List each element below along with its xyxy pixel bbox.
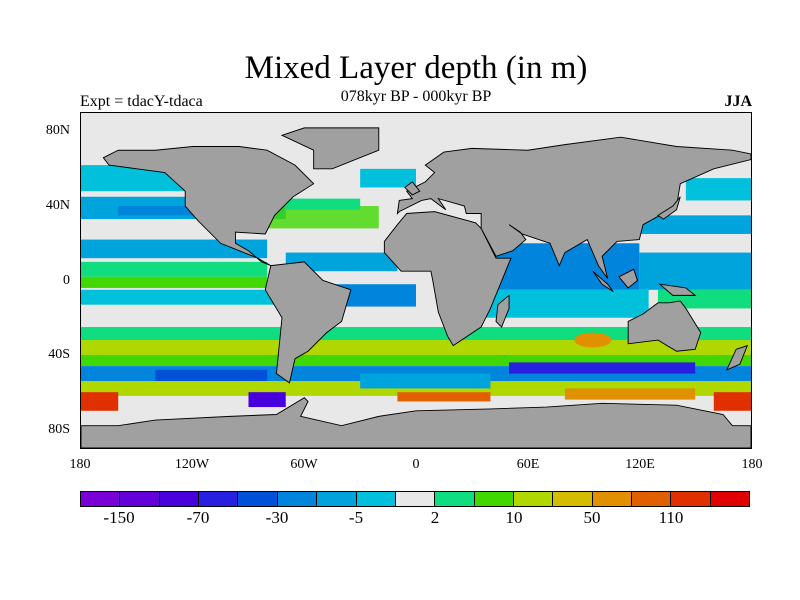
colorbar-swatch-2 <box>159 492 200 506</box>
africa <box>383 211 512 347</box>
lon-tick-60e: 60E <box>516 457 540 472</box>
lat-tick-0: 0 <box>63 273 70 288</box>
lon-tick-180e: 180 <box>741 457 763 472</box>
colorbar-label: 2 <box>430 508 440 527</box>
colorbar-swatch-10 <box>474 492 514 506</box>
colorbar-swatch-3 <box>199 492 239 506</box>
greenland <box>280 127 380 170</box>
colorbar-label: 50 <box>583 508 601 527</box>
colorbar-label: -70 <box>186 508 210 527</box>
experiment-label: Expt = tdacY-tdaca <box>80 93 203 110</box>
lon-tick-120w: 120W <box>174 457 210 472</box>
sumatra <box>592 270 614 293</box>
australia <box>627 300 702 352</box>
colorbar-swatch-12 <box>553 492 593 506</box>
lon-tick-120e: 120E <box>625 457 655 472</box>
colorbar-label: 10 <box>505 508 523 527</box>
mixed-layer-field <box>81 113 751 448</box>
plot-title: Mixed Layer depth (in m) <box>244 50 588 86</box>
colorbar-swatch-9 <box>435 492 475 506</box>
madagascar <box>495 294 510 328</box>
colorbar-swatch-6 <box>317 492 357 506</box>
colorbar-swatch-11 <box>513 492 554 506</box>
colorbar-label: 110 <box>658 508 684 527</box>
colorbar-label: -150 <box>103 508 135 527</box>
colorbar-swatch-7 <box>356 492 396 506</box>
colorbar-swatch-4 <box>238 492 278 506</box>
colorbar-swatch-15 <box>671 492 711 506</box>
colorbar-label: -5 <box>348 508 364 527</box>
colorbar-swatch-5 <box>277 492 318 506</box>
lon-tick-0: 0 <box>412 457 420 472</box>
eurasia <box>396 136 752 279</box>
colorbar-label: -30 <box>265 508 289 527</box>
colorbar-swatch-1 <box>120 492 160 506</box>
south-america <box>264 261 352 384</box>
north-america <box>102 146 315 267</box>
plot-subtitle: 078kyr BP - 000kyr BP <box>340 88 492 105</box>
map-panel <box>80 112 752 449</box>
lon-tick-60w: 60W <box>290 457 318 472</box>
season-label: JJA <box>724 93 752 110</box>
borneo <box>618 268 639 289</box>
colorbar-swatch-14 <box>632 492 672 506</box>
colorbar-swatch-13 <box>592 492 633 506</box>
lat-tick-80s: 80S <box>48 422 70 437</box>
lon-tick-180w: 180 <box>69 457 91 472</box>
colorbar-swatch-16 <box>710 492 750 506</box>
land-masses <box>80 127 752 449</box>
britain <box>404 181 421 196</box>
lat-tick-80n: 80N <box>45 123 70 138</box>
new-zealand <box>725 344 749 371</box>
lat-tick-40s: 40S <box>48 347 70 362</box>
colorbar-swatch-0 <box>81 492 121 506</box>
antarctica <box>80 397 752 449</box>
japan <box>657 196 681 220</box>
colorbar <box>80 491 750 507</box>
new-guinea <box>658 283 697 296</box>
map-svg <box>80 113 752 449</box>
colorbar-swatch-8 <box>395 492 436 506</box>
lat-tick-40n: 40N <box>45 198 70 213</box>
